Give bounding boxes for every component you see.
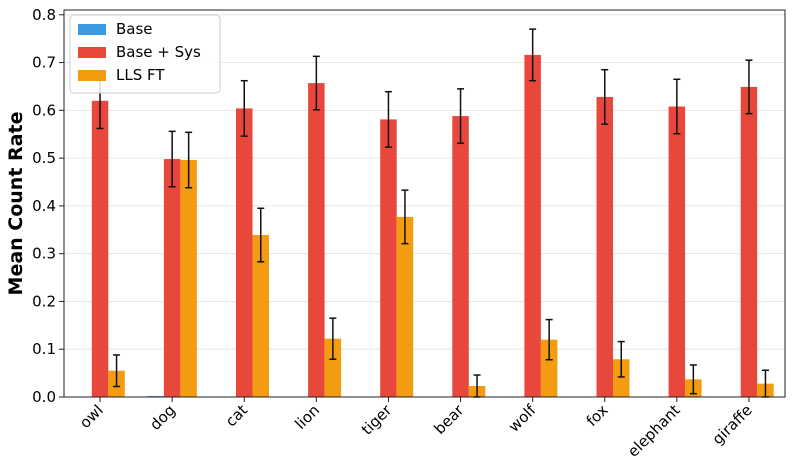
- x-tick-label-fox: fox: [583, 401, 612, 430]
- bar-base-sys-bear: [452, 116, 469, 398]
- x-tick-label-wolf: wolf: [505, 401, 540, 436]
- bars: [91, 54, 774, 398]
- bar-lls-ft-tiger: [396, 216, 414, 397]
- y-tick-label: 0.4: [32, 197, 56, 215]
- y-axis-ticks: 0.0 0.1 0.2 0.3 0.4 0.5 0.6 0.7 0.8: [32, 6, 64, 406]
- bar-lls-ft-lion: [324, 338, 342, 397]
- legend-entry: Base: [116, 20, 153, 38]
- bar-lls-ft-cat: [252, 235, 269, 397]
- error-bars: [96, 28, 769, 398]
- y-tick-label: 0.7: [32, 54, 56, 72]
- x-tick-label-bear: bear: [431, 401, 468, 438]
- bar-lls-ft-dog: [180, 160, 197, 397]
- legend-swatch: [78, 24, 106, 35]
- x-tick-label-dog: dog: [146, 401, 179, 434]
- bar-base-sys-cat: [236, 108, 253, 397]
- y-tick-label: 0.0: [32, 388, 56, 406]
- x-tick-label-lion: lion: [291, 401, 323, 433]
- legend-swatch: [78, 70, 106, 81]
- x-tick-label-owl: owl: [76, 401, 107, 432]
- y-tick-label: 0.3: [32, 245, 56, 263]
- y-tick-label: 0.5: [32, 149, 56, 167]
- legend: Base Base + Sys LLS FT: [69, 14, 221, 94]
- bar-base-sys-dog: [163, 159, 181, 397]
- legend-entry: LLS FT: [116, 66, 165, 84]
- x-axis-ticks: owl dog cat lion tiger bear wolf fox elephant gir…: [76, 397, 756, 461]
- bar-base-sys-owl: [91, 100, 109, 398]
- legend-swatch: [78, 47, 106, 58]
- bar-lls-ft-fox: [613, 359, 630, 397]
- y-tick-label: 0.2: [32, 292, 56, 310]
- x-tick-label-tiger: tiger: [358, 401, 396, 439]
- legend-box: [69, 14, 221, 94]
- bar-lls-ft-wolf: [540, 339, 558, 397]
- y-tick-label: 0.1: [32, 340, 56, 358]
- bar-base-sys-lion: [308, 83, 325, 397]
- bar-base-sys-wolf: [524, 54, 541, 398]
- x-tick-label-cat: cat: [222, 401, 251, 430]
- x-tick-label-elephant: elephant: [624, 401, 684, 461]
- bar-base-sys-elephant: [668, 106, 686, 397]
- bar-base-sys-giraffe: [740, 86, 758, 397]
- y-axis-label: Mean Count Rate: [5, 112, 27, 296]
- y-tick-label: 0.8: [32, 6, 56, 24]
- legend-entry: Base + Sys: [116, 43, 201, 61]
- y-tick-label: 0.6: [32, 101, 56, 119]
- bar-base-sys-tiger: [380, 119, 397, 398]
- plot-frame: [63, 9, 786, 398]
- x-tick-label-giraffe: giraffe: [709, 401, 756, 448]
- bar-base-sys-fox: [596, 96, 613, 397]
